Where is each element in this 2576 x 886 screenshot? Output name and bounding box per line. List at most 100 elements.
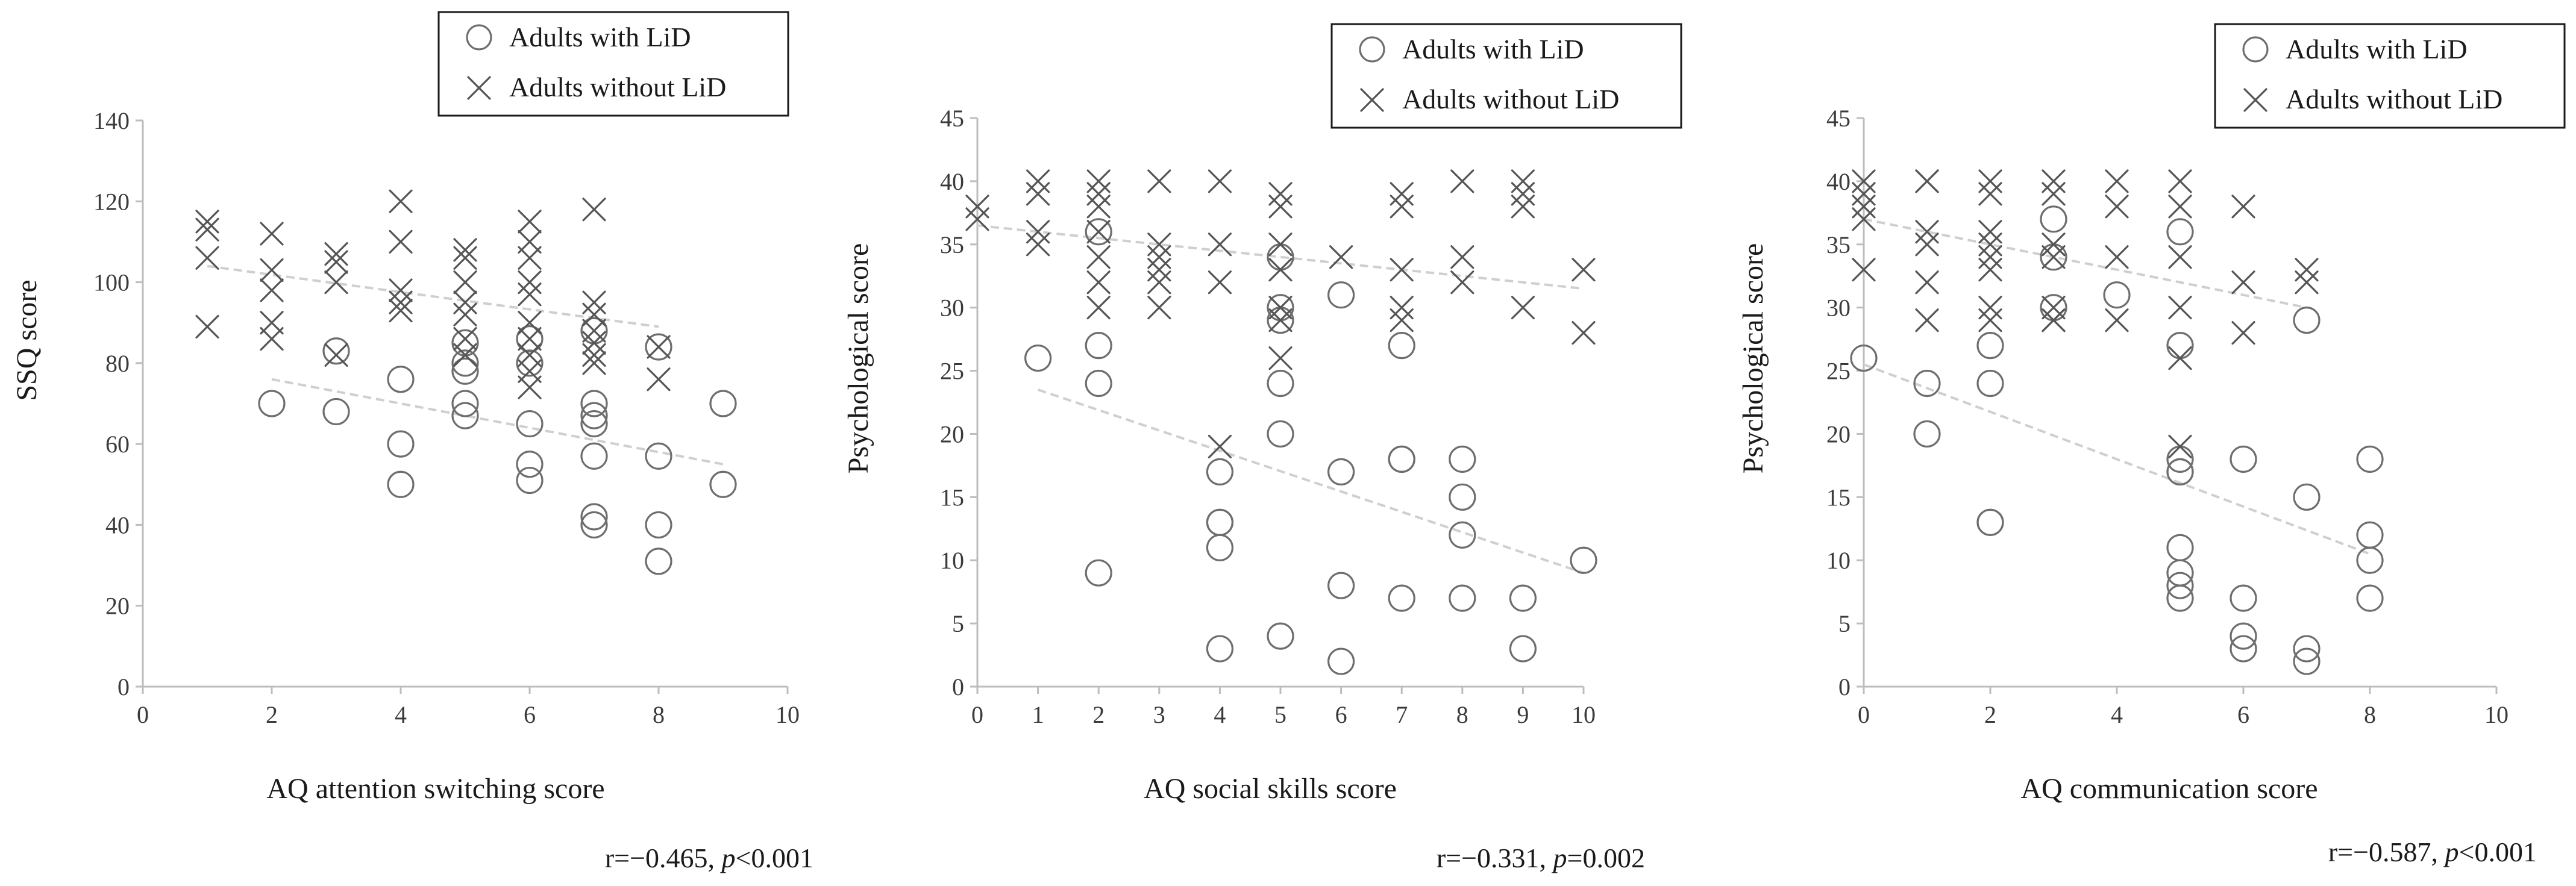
panel-2-point-without-lid <box>1450 270 1474 295</box>
panel-3-point-without-lid <box>1915 232 1939 257</box>
panel-1-point-without-lid <box>453 290 477 314</box>
panel-2-x-tick-label: 9 <box>1517 701 1529 728</box>
panel-3-point-without-lid <box>1852 258 1876 282</box>
panel-2-point-without-lid <box>1026 182 1050 206</box>
panel-3-point-without-lid <box>2295 258 2319 282</box>
panel-3-point-without-lid <box>1915 169 1939 193</box>
panel-3-point-without-lid <box>2168 195 2192 219</box>
panel-1-point-without-lid <box>582 351 606 375</box>
panel-3-point-without-lid <box>2042 232 2066 257</box>
panel-2-legend-circle-icon <box>1359 36 1385 63</box>
panel-3-point-with-lid <box>2230 635 2257 663</box>
panel-3-point-without-lid <box>2168 346 2192 370</box>
panel-3-point-without-lid <box>1978 245 2002 269</box>
panel-3-point-with-lid <box>2166 572 2194 599</box>
panel-3-point-without-lid <box>2042 169 2066 193</box>
panel-2-trendline-with-lid <box>1037 388 1584 575</box>
panel-1-legend-label-with-lid: Adults with LiD <box>509 22 691 52</box>
panel-3-point-with-lid <box>1976 508 2004 536</box>
panel-3-point-with-lid <box>2040 205 2067 233</box>
panel-3-y-tick-label: 10 <box>1826 547 1851 574</box>
panel-2-point-without-lid <box>1086 195 1111 219</box>
panel-3-point-without-lid <box>2231 270 2255 295</box>
panel-1-x-tick-label: 8 <box>653 701 665 728</box>
panel-1-point-with-lid <box>580 511 608 539</box>
panel-1-point-with-lid <box>387 366 415 393</box>
panel-2-point-with-lid <box>1327 281 1355 309</box>
panel-1-correlation-p-value: <0.001 <box>736 843 813 873</box>
panel-1-x-tick-label: 10 <box>776 701 800 728</box>
panel-1-point-without-lid <box>518 210 542 234</box>
panel-2-markers <box>965 169 1597 675</box>
panel-2-point-without-lid <box>1511 182 1535 206</box>
panel-3-point-without-lid <box>2231 195 2255 219</box>
panel-1-x-tick-label: 4 <box>395 701 407 728</box>
panel-1-point-without-lid <box>582 290 606 314</box>
panel-2-point-without-lid <box>1329 245 1353 269</box>
panel-3-point-without-lid <box>1978 169 2002 193</box>
panel-2-y-axis-title: Psychological score <box>842 243 874 474</box>
panel-2-point-with-lid <box>1267 420 1294 448</box>
panel-1-point-without-lid <box>453 302 477 326</box>
panel-1-point-without-lid <box>582 343 606 367</box>
panel-3-point-with-lid <box>1913 420 1941 448</box>
panel-1-point-with-lid <box>516 451 544 478</box>
panel-2-point-with-lid <box>1024 344 1052 372</box>
panel-1-y-tick-label: 120 <box>93 188 130 215</box>
panel-3-legend-box <box>2214 23 2566 129</box>
panel-2-point-without-lid <box>1268 296 1293 320</box>
panel-2-point-with-lid <box>1327 572 1355 599</box>
panel-2-point-with-lid <box>1085 218 1112 246</box>
panel-2-point-with-lid <box>1388 445 1415 473</box>
panel-2-trendlines <box>977 224 1584 575</box>
panel-1-legend-box <box>437 11 789 117</box>
panel-3-markers <box>1850 169 2384 675</box>
panel-1-point-with-lid <box>709 470 737 498</box>
panel-1-x-tick-label: 6 <box>524 701 536 728</box>
panel-2-x-tick-label: 3 <box>1153 701 1165 728</box>
panel-1-point-with-lid <box>387 470 415 498</box>
panel-2-legend-label-with-lid: Adults with LiD <box>1402 34 1584 64</box>
panel-2-point-with-lid <box>1449 483 1476 511</box>
panel-2-point-with-lid <box>1327 647 1355 675</box>
panel-2-point-with-lid <box>1570 546 1597 574</box>
panel-3-y-tick-label: 40 <box>1826 168 1851 195</box>
panel-3-point-without-lid <box>2231 321 2255 345</box>
panel-1-point-without-lid <box>195 246 219 270</box>
panel-3-point-with-lid <box>1850 344 1878 372</box>
panel-3-point-without-lid <box>2042 296 2066 320</box>
panel-2-point-without-lid <box>1147 270 1171 295</box>
panel-1-y-tick-label: 80 <box>105 350 130 377</box>
panel-3-point-without-lid <box>1978 220 2002 244</box>
panel-2-point-without-lid <box>1086 270 1111 295</box>
panel-1-point-without-lid <box>582 319 606 343</box>
panel-2-point-without-lid <box>1511 195 1535 219</box>
panel-1-point-without-lid <box>260 258 284 282</box>
panel-2-point-with-lid <box>1509 584 1537 612</box>
panel-2-point-with-lid <box>1327 458 1355 485</box>
panel-2-point-without-lid <box>965 207 989 231</box>
panel-3-point-with-lid <box>2166 534 2194 561</box>
panel-1-point-with-lid <box>451 402 479 429</box>
panel-3-point-without-lid <box>1978 296 2002 320</box>
panel-3-point-with-lid <box>1976 369 2004 398</box>
panel-2-point-with-lid <box>1206 458 1234 485</box>
panel-1-point-without-lid <box>518 375 542 399</box>
panel-1-point-without-lid <box>518 326 542 351</box>
panel-3-point-with-lid <box>2166 218 2194 246</box>
panel-2-point-without-lid <box>1086 169 1111 193</box>
panel-3-y-tick-label: 35 <box>1826 231 1851 258</box>
panel-1-point-without-lid <box>647 367 671 392</box>
panel-3-y-tick-label: 0 <box>1838 673 1851 700</box>
panel-2-y-tick-label: 20 <box>940 420 964 448</box>
panel-2-y-tick-label: 40 <box>940 168 964 195</box>
panel-3-x-tick-label: 8 <box>2364 701 2376 728</box>
panel-2-point-without-lid <box>1086 296 1111 320</box>
panel-3-legend: Adults with LiD Adults without LiD <box>2214 23 2566 129</box>
panel-2-point-without-lid <box>1086 220 1111 244</box>
panel-1-y-tick-label: 60 <box>105 431 130 458</box>
panel-1-point-without-lid <box>647 335 671 359</box>
panel-1-point-with-lid <box>258 390 286 417</box>
panel-1-point-without-lid <box>453 238 477 262</box>
